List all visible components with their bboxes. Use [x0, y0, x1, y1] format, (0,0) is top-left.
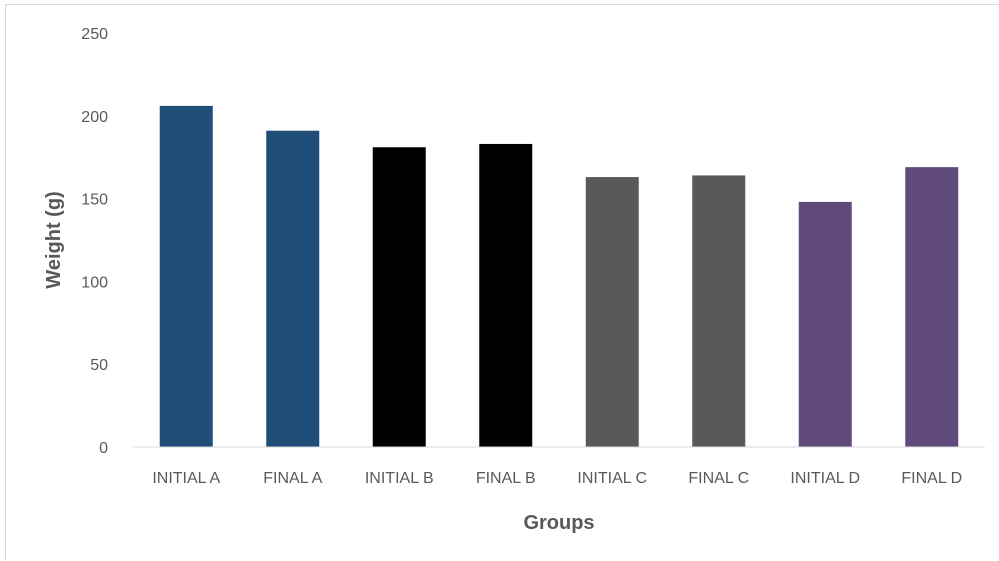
- bars-group: [159, 105, 959, 448]
- frame-border-left: [5, 4, 6, 561]
- bar: [479, 143, 533, 447]
- bar: [159, 105, 213, 447]
- frame-border-top: [5, 4, 999, 5]
- y-tick-label: 200: [81, 109, 108, 126]
- x-category-label: FINAL C: [688, 470, 749, 487]
- y-tick-label: 100: [81, 274, 108, 291]
- bar: [692, 175, 746, 447]
- x-category-label: FINAL B: [476, 470, 536, 487]
- bar: [372, 147, 426, 447]
- bar: [585, 177, 639, 447]
- x-category-label: INITIAL A: [152, 470, 220, 487]
- x-category-label: INITIAL C: [577, 470, 647, 487]
- y-tick-label: 250: [81, 26, 108, 43]
- bar: [798, 201, 852, 447]
- x-category-label: FINAL D: [901, 470, 962, 487]
- bar: [905, 167, 959, 448]
- x-category-label: INITIAL B: [365, 470, 434, 487]
- x-axis-title: Groups: [523, 512, 594, 534]
- x-category-label: FINAL A: [263, 470, 322, 487]
- bar: [266, 130, 320, 448]
- y-axis-ticks: 0 50 100 150 200 250: [81, 26, 108, 457]
- x-axis-labels: INITIAL A FINAL A INITIAL B FINAL B INITIAL …: [152, 470, 962, 487]
- y-axis-title: Weight (g): [43, 191, 65, 288]
- y-tick-label: 50: [90, 357, 108, 374]
- x-category-label: INITIAL D: [790, 470, 860, 487]
- y-tick-label: 0: [99, 440, 108, 457]
- y-tick-label: 150: [81, 192, 108, 209]
